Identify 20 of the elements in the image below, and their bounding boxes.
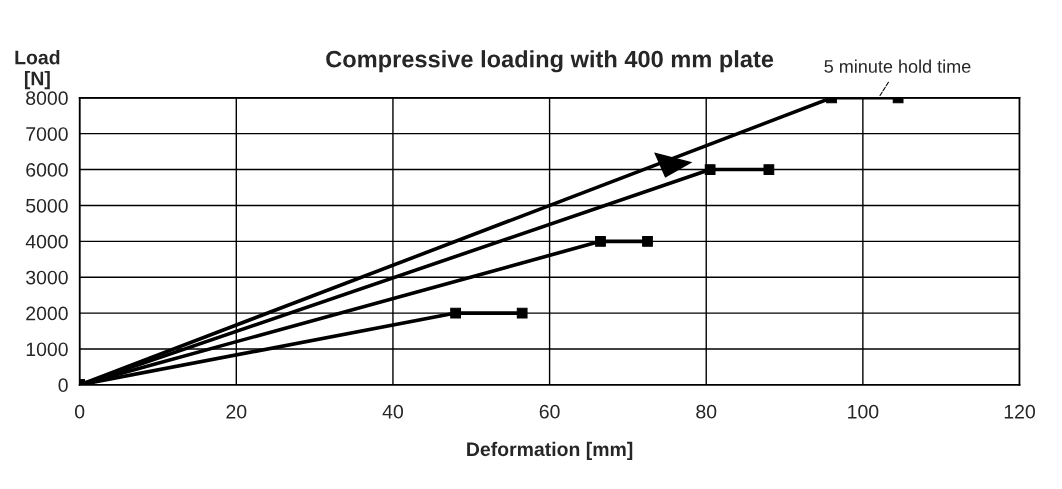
y-tick-label: 0 [58,378,68,393]
chart-title: Compressive loading with 400 mm plate [326,50,774,73]
y-tick-label: 3000 [26,270,68,285]
y-tick-label: 5000 [26,198,68,213]
x-tick-label: 20 [226,404,247,419]
x-tick-label: 100 [848,404,879,419]
y-tick-label: 4000 [25,234,68,249]
y-axis-title: Load [N] [15,50,60,90]
y-tick-label: 2000 [26,306,68,321]
x-tick-label: 80 [696,404,717,419]
x-tick-label: 120 [1004,404,1035,419]
y-tick-label: 7000 [26,127,68,141]
x-tick-label: 60 [539,404,560,419]
x-tick-label: 0 [75,404,85,419]
annotation: 5 minute hold time [824,59,971,73]
y-tick-label: 1000 [26,342,68,357]
x-axis-title: Deformation [mm] [467,441,633,460]
x-tick-label: 40 [382,404,403,419]
y-tick-label: 8000 [26,91,68,106]
y-tick-label: 6000 [26,163,68,177]
